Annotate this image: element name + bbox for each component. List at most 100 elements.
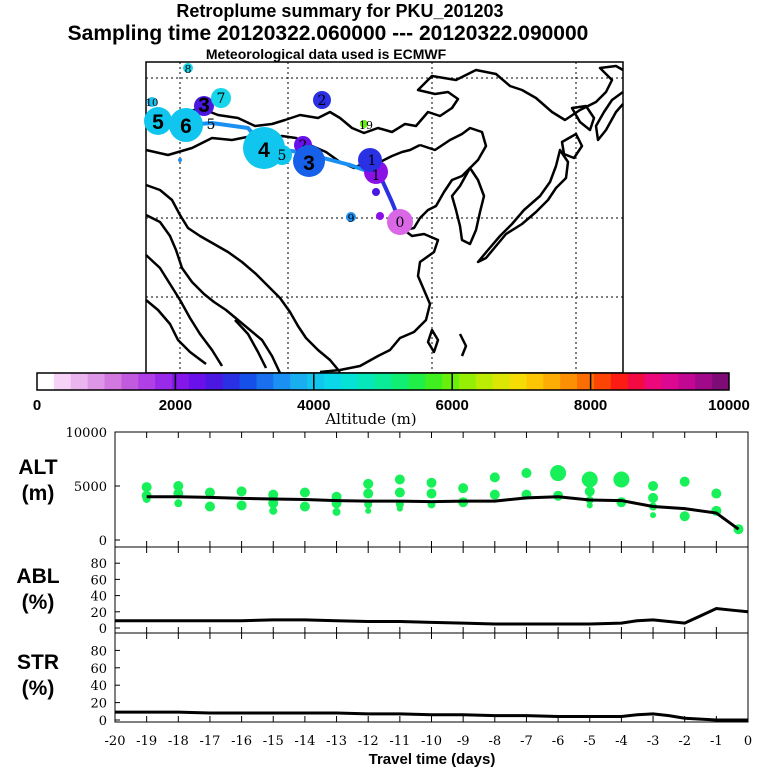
colorbar-cell — [391, 373, 409, 390]
colorbar-cell — [172, 373, 190, 390]
cluster-point — [679, 476, 690, 487]
plume-point-extra-3 — [178, 158, 182, 162]
colorbar-tick-label: 4000 — [297, 397, 330, 414]
colorbar-cell — [188, 373, 207, 390]
x-tick-label: -2 — [678, 734, 691, 749]
y-tick-label: 40 — [90, 679, 107, 694]
plume-label-2a: 2 — [299, 138, 308, 154]
colorbar-tick-label: 2000 — [159, 397, 192, 414]
colorbar-tick-label: 8000 — [574, 397, 607, 414]
colorbar-cell — [678, 373, 696, 390]
alt-series-line — [146, 495, 740, 531]
colorbar-cell — [104, 373, 122, 390]
y-tick-label: 0 — [99, 622, 107, 637]
y-tick-label: 20 — [90, 697, 107, 712]
plume-label-5c: 5 — [207, 117, 216, 133]
colorbar-label: Altitude (m) — [324, 410, 416, 428]
plume-point-8 — [183, 63, 193, 73]
panel-unit-label: (m) — [22, 482, 55, 505]
cluster-point — [363, 488, 374, 499]
colorbar-cell — [155, 373, 173, 390]
plume-label-19: 19 — [359, 119, 373, 132]
plume-point-3b — [194, 96, 214, 116]
plume-point-2b — [313, 91, 331, 109]
panel-label: STR — [17, 651, 59, 674]
cluster-point — [174, 499, 183, 508]
cluster-point — [679, 511, 690, 522]
cluster-point — [141, 482, 152, 493]
cluster-point — [711, 488, 722, 499]
cluster-point — [236, 500, 247, 511]
colorbar-tick-label: 6000 — [436, 397, 469, 414]
colorbar-cell — [374, 373, 392, 390]
colorbar-cell — [509, 373, 527, 390]
colorbar-cell — [526, 373, 544, 390]
x-tick-label: -18 — [168, 734, 189, 749]
plume-point-0 — [387, 209, 413, 235]
x-tick-label: -9 — [457, 734, 470, 749]
cluster-point — [648, 492, 659, 503]
colorbar-tick-label: 10000 — [708, 397, 750, 414]
cluster-point — [426, 477, 437, 488]
cluster-point — [173, 481, 184, 491]
time-series-panels: 1000050000ALT(m)806040200ABL(%)806040200… — [16, 426, 752, 768]
cluster-point — [584, 486, 595, 497]
plume-point-6 — [169, 108, 203, 142]
colorbar-tick-label: 0 — [33, 397, 41, 414]
colorbar-cell — [644, 373, 662, 390]
x-tick-label: -19 — [136, 734, 157, 749]
cluster-point — [236, 486, 247, 497]
colorbar-cell — [627, 373, 646, 390]
colorbar-cell — [87, 373, 106, 390]
x-tick-label: -5 — [583, 734, 596, 749]
plume-label-9: 9 — [348, 212, 355, 225]
altitude-colorbar: 0 2000 4000 6000 8000 10000 Altitude (m) — [33, 372, 750, 428]
cluster-point — [268, 498, 279, 509]
y-tick-label: 10000 — [66, 426, 107, 441]
panel-alt: 10000 5000 0 ALT (m) — [18, 426, 749, 549]
panel-str: 80 60 40 20 0 STR (%) — [17, 632, 749, 729]
plume-label-8: 8 — [185, 63, 192, 76]
colorbar-cell — [273, 373, 291, 390]
panel-frame — [114, 632, 749, 723]
colorbar-cell — [53, 373, 72, 390]
plume-points: 0 1 1 2 2 3 3 4 5 5 6 5 7 8 — [144, 63, 413, 235]
colorbar-cell — [593, 373, 612, 390]
plume-label-4: 4 — [258, 139, 270, 162]
cluster-point — [458, 483, 469, 494]
panel-unit-label: (%) — [22, 591, 55, 614]
x-tick-label: -10 — [421, 734, 442, 749]
cluster-point — [521, 468, 532, 479]
colorbar-cell — [340, 373, 359, 390]
colorbar-cell — [323, 373, 342, 390]
x-tick-label: -20 — [105, 734, 126, 749]
colorbar-cell — [712, 373, 730, 390]
plume-point-extra-2 — [372, 188, 380, 196]
x-tick-label: -12 — [358, 734, 379, 749]
x-tick-label: -6 — [552, 734, 565, 749]
plume-label-1: 1 — [368, 153, 377, 169]
abl-series-line — [115, 607, 749, 626]
colorbar-cell — [442, 373, 460, 390]
colorbar-cell — [543, 373, 561, 390]
x-tick-label: -3 — [647, 734, 660, 749]
cluster-point — [299, 487, 310, 498]
cluster-point — [394, 487, 405, 498]
colorbar-cell — [256, 373, 274, 390]
plume-point-extra-1 — [376, 212, 384, 220]
colorbar-cell — [661, 373, 679, 390]
plume-label-2b: 2 — [318, 93, 327, 109]
map-frame — [145, 61, 624, 374]
colorbar-cell — [610, 373, 629, 390]
cluster-point — [586, 502, 593, 509]
colorbar-cell — [408, 373, 426, 390]
plume-point-5a — [272, 145, 292, 165]
cluster-point — [204, 501, 215, 512]
plume-label-3b: 3 — [198, 94, 210, 117]
cluster-point — [332, 507, 341, 516]
colorbar-cell — [577, 373, 595, 390]
plume-label-5b: 5 — [152, 111, 164, 134]
plume-point-7 — [211, 88, 231, 108]
x-axis-label: Travel time (days) — [369, 751, 496, 768]
